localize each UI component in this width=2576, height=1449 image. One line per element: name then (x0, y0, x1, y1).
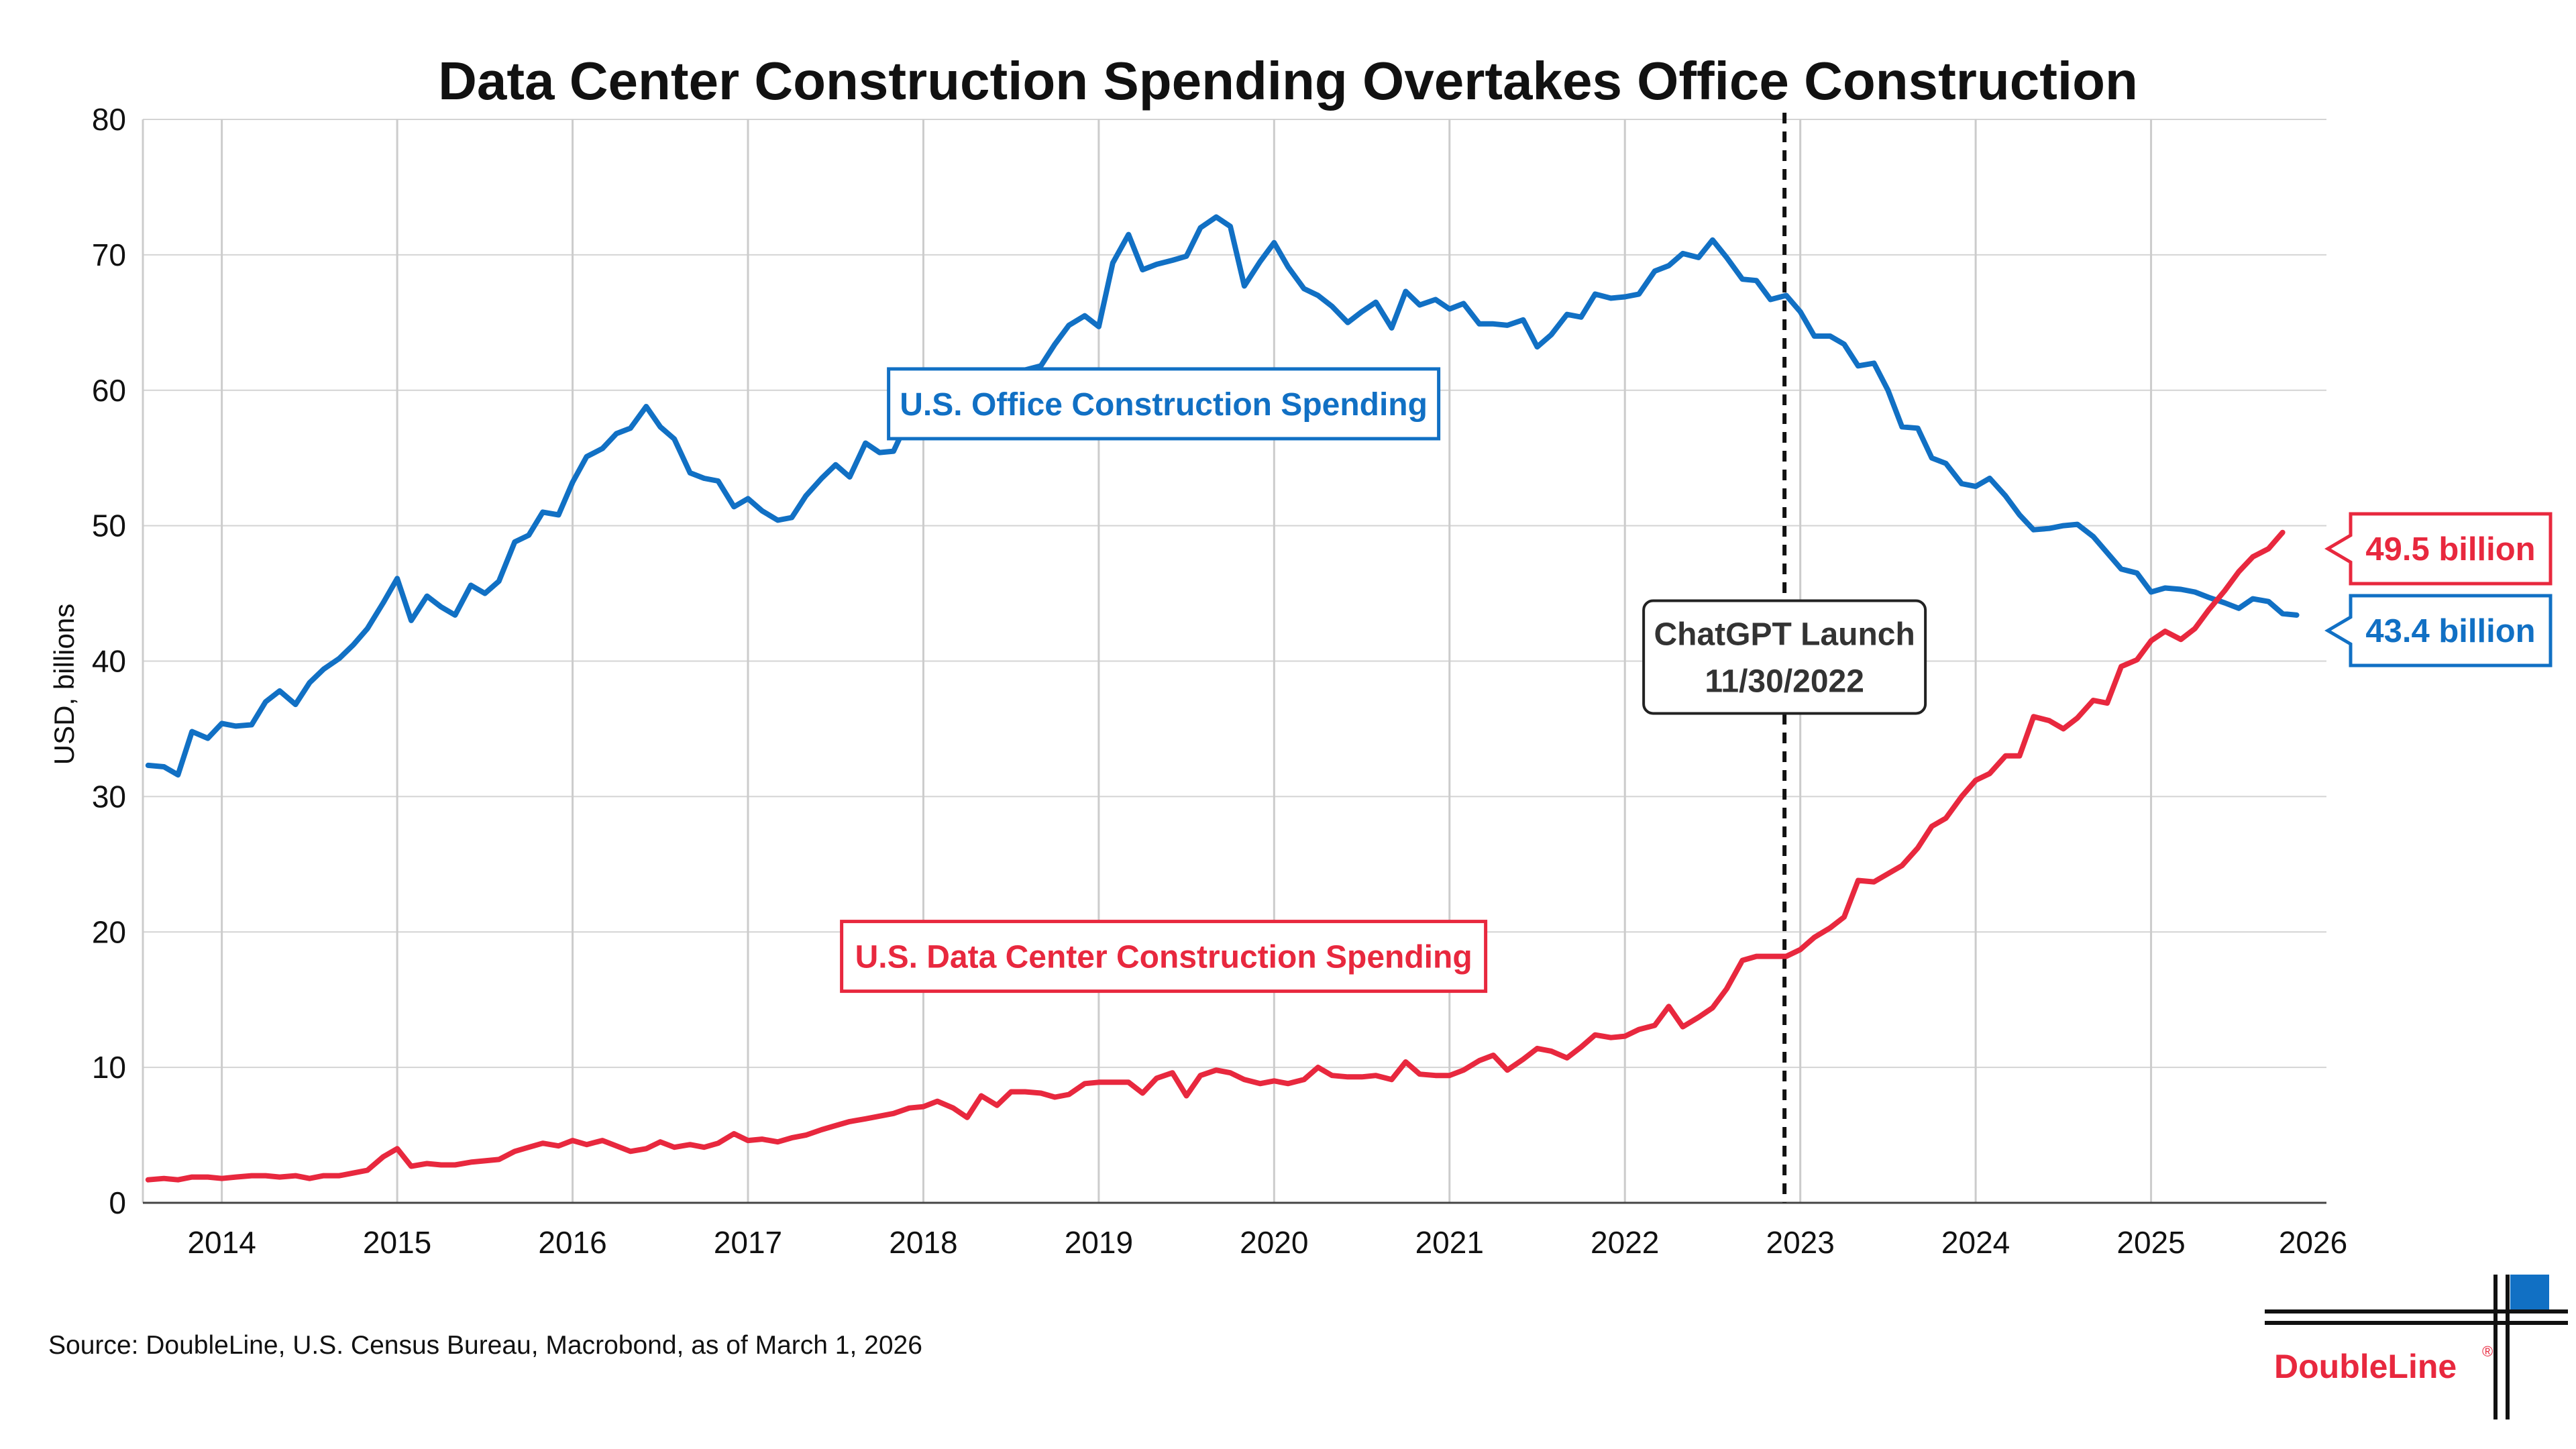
x-tick-label: 2017 (714, 1225, 782, 1260)
launch-annotation-date: 11/30/2022 (1705, 663, 1864, 699)
logo-blue-square (2510, 1275, 2549, 1313)
x-tick-label: 2023 (1766, 1225, 1834, 1260)
x-tick-label: 2015 (363, 1225, 431, 1260)
y-tick-label: 70 (92, 237, 126, 272)
y-tick-label: 40 (92, 644, 126, 679)
series-labels: U.S. Office Construction Spending U.S. Da… (840, 367, 1488, 994)
y-tick-label: 60 (92, 373, 126, 408)
y-tick-label: 50 (92, 508, 126, 543)
office-spending-line (145, 214, 2300, 778)
x-tick-label: 2019 (1065, 1225, 1133, 1260)
x-tick-label: 2014 (187, 1225, 256, 1260)
x-tick-label: 2022 (1591, 1225, 1659, 1260)
chatgpt-launch-marker: ChatGPT Launch 11/30/2022 (1642, 113, 1927, 1203)
y-tick-label: 30 (92, 779, 126, 814)
x-tick-label: 2021 (1415, 1225, 1484, 1260)
doubleline-logo: DoubleLine ® (2265, 1275, 2568, 1419)
data-center-series-label: U.S. Data Center Construction Spending (855, 940, 1472, 975)
office-series-label-box (887, 367, 1441, 441)
office-end-label-box (2324, 594, 2553, 667)
x-tick-label: 2024 (1941, 1225, 2010, 1260)
x-tick-label: 2025 (2116, 1225, 2185, 1260)
data-center-end-value-label: 49.5 billion (2365, 531, 2535, 568)
y-tick-label: 0 (109, 1185, 126, 1220)
x-tick-label: 2020 (1240, 1225, 1308, 1260)
y-axis-label: USD, billions (48, 604, 80, 765)
x-tick-label: 2018 (889, 1225, 957, 1260)
data-center-series-label-box (840, 920, 1488, 994)
y-tick-label: 10 (92, 1050, 126, 1085)
data-center-spending-line (145, 529, 2286, 1183)
axis-ticks: 0 10 20 30 40 50 60 70 80 2014 2015 2016 2017 2018 201… (92, 102, 2347, 1260)
chart-title: Data Center Construction Spending Overta… (438, 51, 2138, 111)
launch-annotation-title: ChatGPT Launch (1654, 616, 1915, 652)
x-tick-label: 2016 (538, 1225, 606, 1260)
gridlines (142, 119, 2326, 1204)
x-tick-label: 2026 (2279, 1225, 2347, 1260)
data-center-end-label-box (2324, 512, 2553, 586)
source-note: Source: DoubleLine, U.S. Census Bureau, … (48, 1331, 922, 1360)
y-tick-label: 20 (92, 914, 126, 949)
logo-text: DoubleLine (2274, 1348, 2457, 1385)
launch-annotation-box (1642, 599, 1927, 715)
y-tick-label: 80 (92, 102, 126, 137)
office-series-label: U.S. Office Construction Spending (900, 387, 1428, 423)
office-end-value-label: 43.4 billion (2365, 613, 2535, 649)
series-lines (145, 214, 2300, 1183)
end-value-labels: 43.4 billion 49.5 billion (2324, 512, 2553, 667)
logo-registered-mark: ® (2482, 1343, 2493, 1360)
